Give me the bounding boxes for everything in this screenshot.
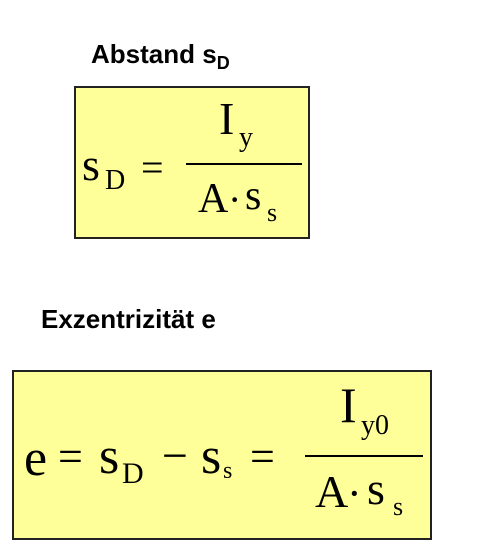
numerator-symbol: I — [219, 93, 235, 144]
fraction-bar — [305, 455, 423, 457]
heading-exzentrizitaet: Exzentrizität e — [41, 304, 216, 334]
lhs-symbol: s — [82, 139, 100, 190]
denominator-subscript: s — [267, 198, 278, 227]
term1-subscript: D — [122, 457, 144, 490]
heading-abstand: Abstand sD — [91, 39, 230, 72]
denominator-subscript: s — [393, 492, 404, 521]
denominator-symbol-s: s — [367, 463, 385, 514]
heading-abstand-text: Abstand s — [91, 39, 217, 69]
formula-box-abstand: s D = I y A · s s — [74, 86, 310, 239]
equals-sign: = — [141, 145, 164, 190]
denominator-symbol-a: A — [198, 176, 229, 222]
fraction-bar — [186, 163, 302, 165]
minus-sign: − — [162, 430, 188, 481]
numerator-symbol: I — [340, 377, 357, 433]
numerator-subscript: y — [239, 122, 253, 153]
denominator-symbol-a: A — [315, 466, 349, 517]
heading-abstand-subscript: D — [216, 53, 230, 73]
term2-symbol: s — [201, 428, 222, 485]
term1-symbol: s — [99, 428, 120, 485]
multiplication-dot: · — [347, 469, 362, 518]
equals-sign-1: = — [58, 432, 83, 481]
term2-subscript: s — [223, 458, 233, 484]
lhs-subscript: D — [105, 165, 126, 196]
formula-box-exzentrizitaet: e = s D − s s = I y0 A · s s — [12, 370, 432, 540]
equals-sign-2: = — [250, 432, 275, 481]
lhs-symbol: e — [24, 430, 48, 487]
numerator-subscript: y0 — [361, 410, 389, 441]
denominator-symbol-s: s — [245, 173, 262, 219]
multiplication-dot: · — [228, 177, 242, 222]
